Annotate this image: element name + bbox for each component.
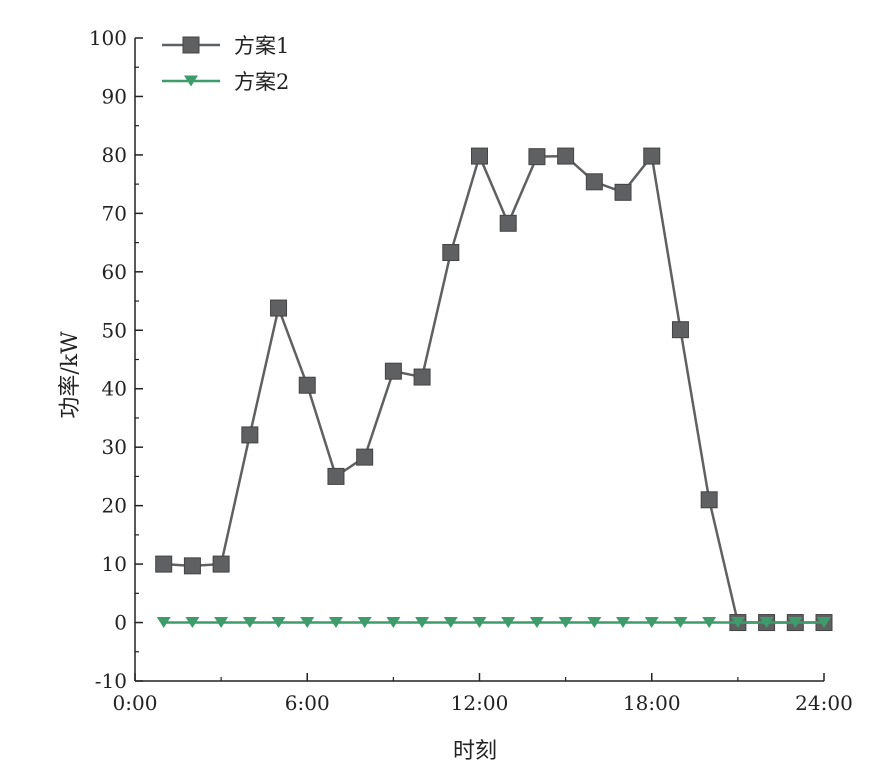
legend-item: 方案1 [162, 34, 289, 58]
data-point [673, 617, 688, 629]
data-point [471, 147, 488, 165]
axes: -10 0 10 20 30 40 50 60 70 80 90 100 0:00 6:00 12:00 18… [89, 26, 853, 715]
data-point [271, 617, 286, 629]
y-tick-label: -10 [95, 669, 127, 693]
x-tick-label: 12:00 [451, 691, 509, 715]
y-tick-label: 40 [102, 377, 127, 401]
y-tick-label: 60 [102, 260, 127, 284]
y-tick-label: 80 [102, 143, 127, 167]
data-point [327, 467, 345, 485]
data-point [270, 299, 288, 317]
data-point [614, 183, 632, 201]
data-point [156, 617, 171, 629]
data-point [443, 617, 458, 629]
series-layer [155, 147, 833, 632]
data-point [214, 617, 229, 629]
x-tick-label: 18:00 [623, 691, 681, 715]
data-point [357, 617, 372, 629]
data-point [643, 147, 661, 165]
data-point [384, 362, 402, 380]
data-point [528, 148, 546, 166]
data-point [185, 617, 200, 629]
x-tick-label: 24:00 [795, 691, 853, 715]
data-point [155, 555, 173, 573]
x-axis-title: 时刻 [453, 739, 497, 764]
y-tick-label: 0 [114, 611, 127, 635]
data-point [558, 617, 573, 629]
y-tick-label: 20 [102, 494, 127, 518]
legend-label: 方案2 [234, 70, 289, 94]
data-point [241, 426, 259, 444]
data-point [212, 555, 230, 573]
data-point [442, 244, 460, 262]
data-point [300, 617, 315, 629]
x-tick-label: 0:00 [113, 691, 158, 715]
data-point [788, 617, 803, 629]
data-point [298, 376, 316, 394]
data-point [356, 448, 374, 466]
legend-label: 方案1 [234, 34, 289, 58]
data-point [616, 617, 631, 629]
data-point [587, 617, 602, 629]
data-point [386, 617, 401, 629]
data-point [585, 173, 603, 191]
data-point [183, 557, 201, 575]
x-tick-label: 6:00 [285, 691, 330, 715]
y-tick-label: 30 [102, 435, 127, 459]
y-tick-label: 100 [89, 26, 127, 50]
data-point [501, 617, 516, 629]
legend-item: 方案2 [162, 70, 289, 94]
data-point [415, 617, 430, 629]
y-tick-label: 90 [102, 84, 127, 108]
data-point [529, 617, 544, 629]
series-1 [155, 147, 833, 632]
y-tick-label: 50 [102, 318, 127, 342]
data-point [472, 617, 487, 629]
data-point [671, 321, 689, 339]
data-point [702, 617, 717, 629]
data-point [242, 617, 257, 629]
data-point [759, 617, 774, 629]
y-axis-title: 功率/kW [58, 331, 83, 419]
series-2 [156, 617, 831, 629]
legend-marker [182, 36, 200, 54]
data-point [499, 214, 517, 232]
legend: 方案1 方案2 [162, 34, 289, 94]
series-line [163, 152, 824, 624]
data-point [730, 617, 745, 629]
legend-marker [184, 75, 198, 87]
y-tick-label: 70 [102, 201, 127, 225]
data-point [644, 617, 659, 629]
data-point [557, 147, 575, 165]
data-point [413, 368, 431, 386]
y-tick-label: 10 [102, 552, 127, 576]
data-point [328, 617, 343, 629]
data-point [700, 491, 718, 509]
data-point [817, 617, 831, 629]
